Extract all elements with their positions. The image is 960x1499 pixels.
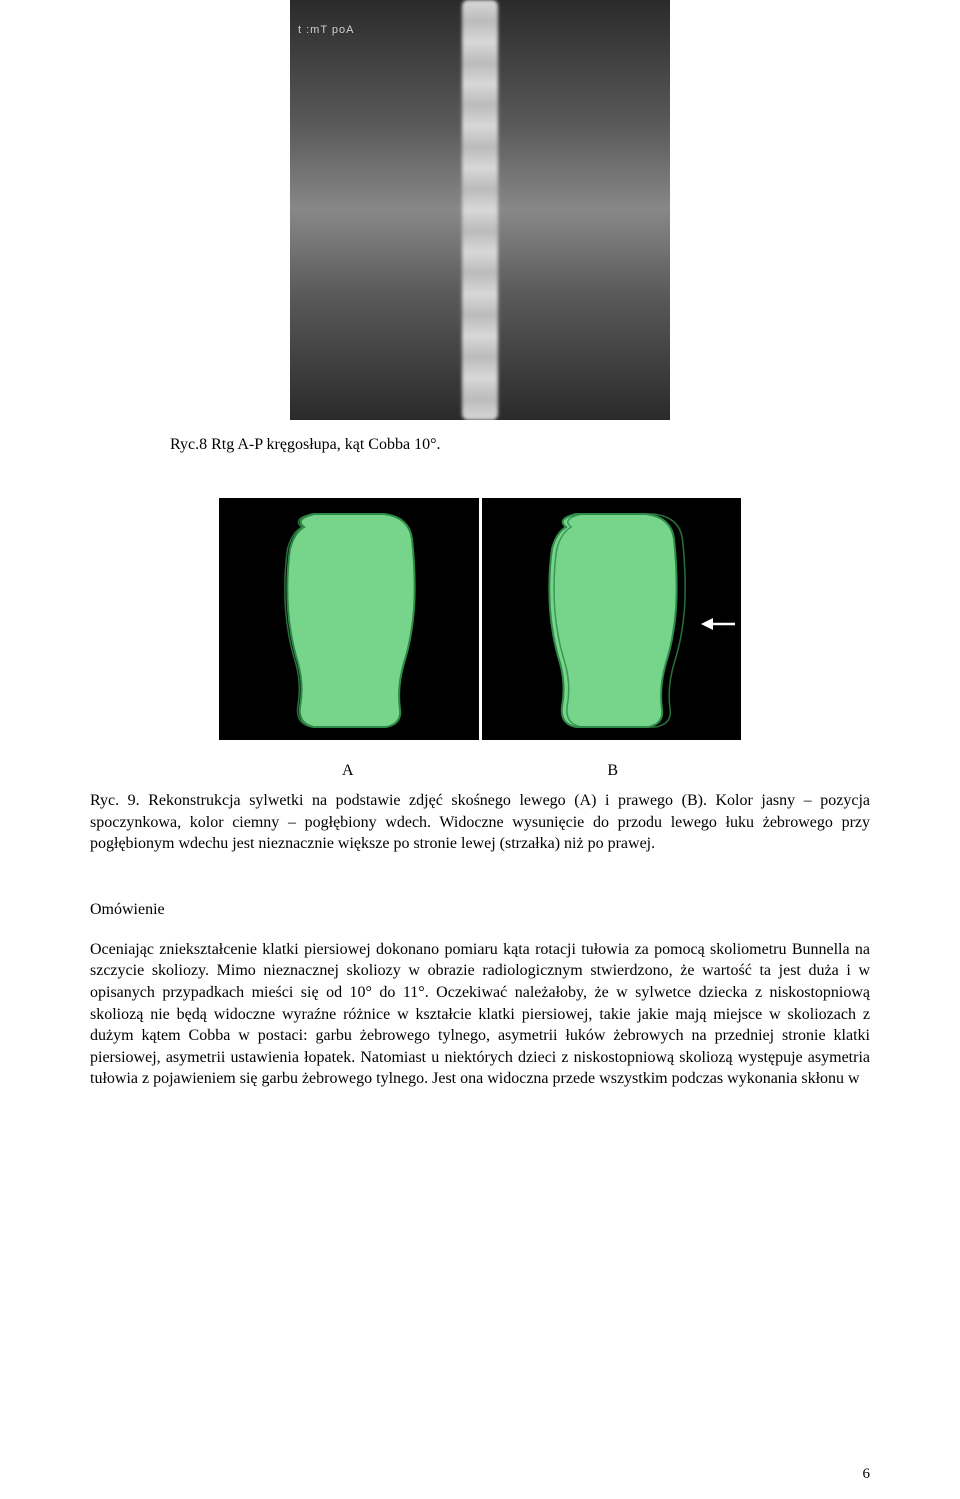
panel-label-a: A [342, 762, 354, 780]
torso-shape-light-a [287, 514, 414, 727]
xray-overlay-label: t :mT poA [298, 24, 354, 36]
page-number: 6 [863, 1466, 871, 1483]
torso-half-a [219, 498, 482, 740]
torso-panel-inner [219, 498, 741, 740]
torso-svg-b [526, 509, 696, 729]
panel-ab-labels: A B [215, 762, 745, 780]
section-heading: Omówienie [90, 901, 870, 919]
torso-panel [215, 494, 745, 744]
xray-caption: Ryc.8 Rtg A-P kręgosłupa, kąt Cobba 10°. [170, 436, 870, 454]
torso-half-b [482, 498, 742, 740]
xray-figure: t :mT poA [290, 0, 670, 420]
torso-svg-a [264, 509, 434, 729]
arrow-icon [701, 616, 735, 632]
section-body: Oceniając zniekształcenie klatki piersio… [90, 939, 870, 1090]
torso-caption: Ryc. 9. Rekonstrukcja sylwetki na podsta… [90, 790, 870, 855]
panel-label-b: B [607, 762, 618, 780]
